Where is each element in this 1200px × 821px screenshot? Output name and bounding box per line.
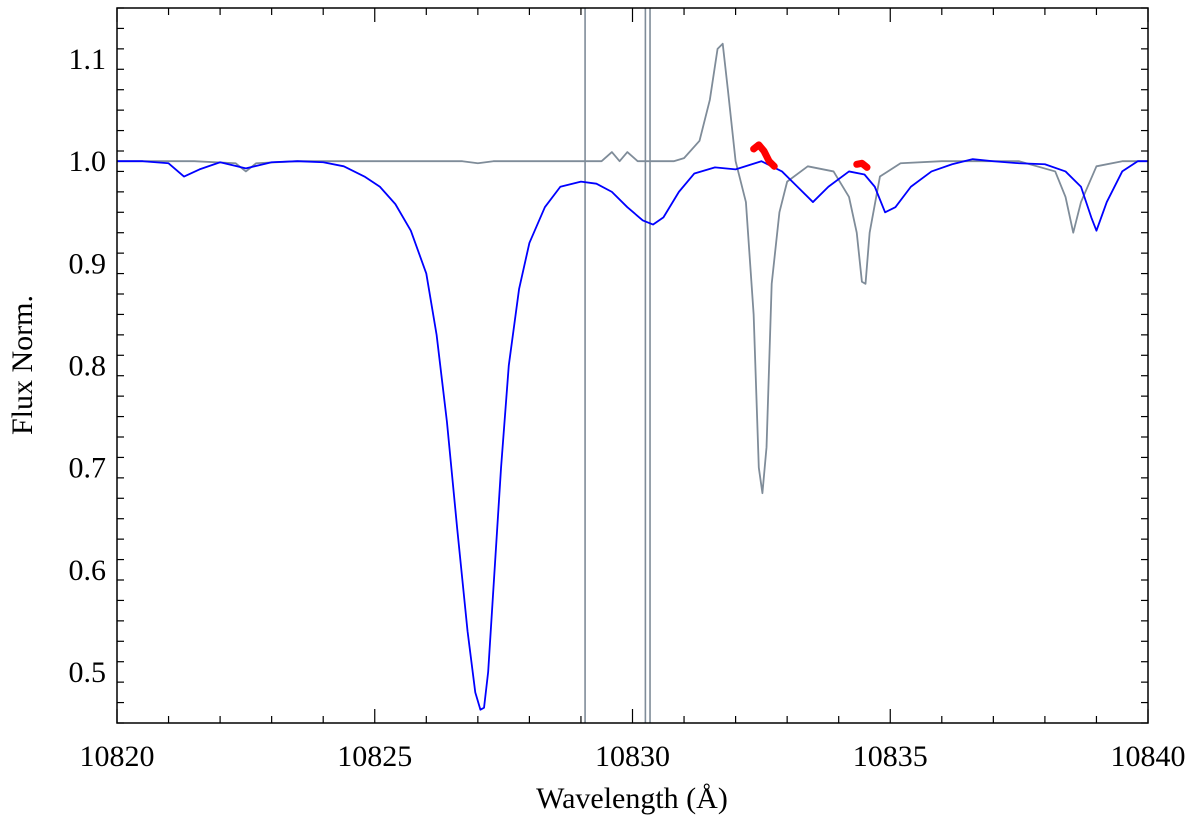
y-tick-label: 0.8 (69, 350, 107, 383)
y-tick-label: 1.0 (69, 145, 107, 178)
y-tick-label: 0.5 (69, 656, 107, 689)
highlight-series-line-2 (853, 159, 871, 171)
x-tick-label: 10840 (1111, 740, 1186, 773)
series-layer (117, 8, 1148, 723)
highlight-series-line-1 (750, 141, 778, 170)
x-tick-label: 10825 (337, 740, 412, 773)
y-tick-label: 0.9 (69, 247, 107, 280)
model-series-line (117, 42, 1148, 495)
x-axis-label: Wavelength (Å) (536, 782, 728, 815)
x-tick-label: 10820 (80, 740, 155, 773)
y-tick-label: 0.7 (69, 452, 107, 485)
y-tick-label: 0.6 (69, 554, 107, 587)
observed-series-line (117, 158, 1148, 711)
y-tick-label: 1.1 (69, 43, 107, 76)
x-tick-label: 10830 (595, 740, 670, 773)
y-axis-label: Flux Norm. (6, 295, 39, 435)
tick-layer: 10820 10825 10830 10835 10840 0.5 0.6 0.7 0.8 0.9… (69, 7, 1186, 773)
plot-frame (116, 7, 1149, 724)
x-tick-label: 10835 (853, 740, 928, 773)
